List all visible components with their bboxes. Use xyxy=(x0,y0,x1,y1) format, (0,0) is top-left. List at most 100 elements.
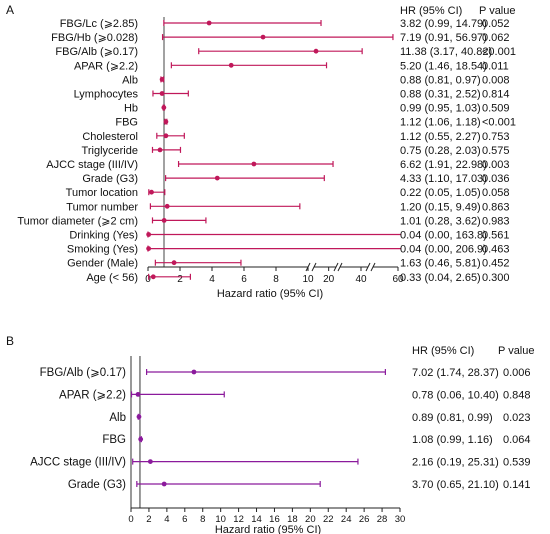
x-axis-label: Hazard ratio (95% CI) xyxy=(215,524,321,534)
x-tick-label: 2 xyxy=(146,514,151,525)
row-label: Triglyceride xyxy=(82,145,138,157)
hr-point xyxy=(146,232,152,237)
row-label: APAR (⩾2.2) xyxy=(59,389,126,401)
hr-point xyxy=(214,175,220,181)
x-tick-label: 20 xyxy=(323,274,335,285)
p-value: 0.062 xyxy=(482,32,510,44)
hr-point xyxy=(135,392,141,397)
p-value: <0.001 xyxy=(482,117,516,129)
x-tick-label: 20 xyxy=(305,514,316,525)
row-label: AJCC stage (III/IV) xyxy=(46,159,138,171)
row-label: Smoking (Yes) xyxy=(67,244,138,256)
hr-point xyxy=(164,203,170,209)
hr-point xyxy=(228,62,234,68)
p-value: 0.023 xyxy=(503,412,531,424)
axis-break-mark xyxy=(311,262,317,272)
row-label: Tumor number xyxy=(66,201,138,213)
hr-ci-value: 1.08 (0.99, 1.16) xyxy=(412,434,493,446)
x-tick-label: 16 xyxy=(269,514,280,525)
hr-point xyxy=(313,48,319,54)
x-tick-label: 26 xyxy=(359,514,370,525)
hr-point xyxy=(260,34,266,40)
x-tick-label: 14 xyxy=(251,514,262,525)
hr-ci-value: 0.75 (0.28, 2.03) xyxy=(400,145,481,157)
row-label: Alb xyxy=(122,74,138,86)
hr-point xyxy=(146,246,152,252)
x-tick-label: 8 xyxy=(273,274,279,285)
hr-ci-value: 0.04 (0.00, 163.8) xyxy=(400,230,487,242)
hr-ci-value: 1.01 (0.28, 3.62) xyxy=(400,215,481,227)
p-value: 0.052 xyxy=(482,18,510,30)
hr-point xyxy=(136,414,142,420)
axis-break-mark xyxy=(333,262,339,272)
p-value: 0.011 xyxy=(482,60,509,72)
x-tick-label: 60 xyxy=(392,274,404,285)
row-label: Lymphocytes xyxy=(74,89,139,101)
row-label: FBG/Alb (⩾0.17) xyxy=(40,367,126,379)
hr-point xyxy=(159,91,165,96)
hr-ci-value: 11.38 (3.17, 40.82) xyxy=(400,46,492,58)
axis-break-mark xyxy=(370,262,376,272)
row-label: Cholesterol xyxy=(82,131,138,143)
hr-point xyxy=(147,459,153,464)
hr-point xyxy=(206,20,212,26)
p-value: <0.001 xyxy=(482,46,516,58)
hr-ci-value: 6.62 (1.91, 22.98) xyxy=(400,159,487,171)
p-column-header: P value xyxy=(498,345,535,357)
p-value: 0.064 xyxy=(503,434,531,446)
hr-point xyxy=(161,481,167,487)
p-value: 0.753 xyxy=(482,131,510,143)
row-label: Grade (G3) xyxy=(68,479,126,491)
hr-ci-value: 0.04 (0.00, 206.9) xyxy=(400,244,487,256)
hr-column-header: HR (95% CI) xyxy=(412,345,474,357)
x-tick-label: 0 xyxy=(128,514,133,525)
hr-point xyxy=(171,260,177,266)
p-value: 0.814 xyxy=(482,89,510,101)
axis-break-mark xyxy=(337,262,343,272)
row-label: APAR (⩾2.2) xyxy=(74,60,138,72)
x-tick-label: 24 xyxy=(341,514,352,525)
hr-point xyxy=(157,147,163,153)
p-value: 0.863 xyxy=(482,201,510,213)
hr-ci-value: 0.89 (0.81, 0.99) xyxy=(412,412,493,424)
p-value: 0.463 xyxy=(482,244,510,256)
x-axis-label: Hazard ratio (95% CI) xyxy=(217,288,323,300)
p-value: 0.452 xyxy=(482,258,510,270)
row-label: AJCC stage (III/IV) xyxy=(30,457,126,469)
hr-ci-value: 7.02 (1.74, 28.37) xyxy=(412,367,499,379)
row-label: Gender (Male) xyxy=(67,258,138,270)
hr-point xyxy=(163,119,169,125)
p-column-header: P value xyxy=(479,5,516,17)
p-value: 0.036 xyxy=(482,173,510,185)
hr-ci-value: 1.20 (0.15, 9.49) xyxy=(400,201,481,213)
hr-ci-value: 0.88 (0.81, 0.97) xyxy=(400,74,481,86)
row-label: Drinking (Yes) xyxy=(69,230,138,242)
hr-ci-value: 0.88 (0.31, 2.52) xyxy=(400,89,481,101)
p-value: 0.006 xyxy=(503,367,531,379)
hr-ci-value: 1.63 (0.46, 5.81) xyxy=(400,258,481,270)
p-value: 0.848 xyxy=(503,389,531,401)
p-value: 0.003 xyxy=(482,159,510,171)
x-tick-label: 30 xyxy=(395,514,406,525)
x-tick-label: 18 xyxy=(287,514,298,525)
p-value: 0.575 xyxy=(482,145,510,157)
hr-ci-value: 1.12 (1.06, 1.18) xyxy=(400,117,481,129)
row-label: Hb xyxy=(124,103,138,115)
row-label: Alb xyxy=(109,412,126,424)
panel-label: A xyxy=(6,3,14,17)
p-value: 0.539 xyxy=(503,457,531,469)
hr-ci-value: 0.99 (0.95, 1.03) xyxy=(400,103,481,115)
row-label: Grade (G3) xyxy=(82,173,138,185)
hr-ci-value: 1.12 (0.55, 2.27) xyxy=(400,131,481,143)
hr-point xyxy=(161,105,167,110)
hr-point xyxy=(138,436,144,442)
p-value: 0.141 xyxy=(503,479,531,491)
x-tick-label: 10 xyxy=(302,274,314,285)
row-label: Tumor location xyxy=(66,187,138,199)
hr-ci-value: 0.33 (0.04, 2.65) xyxy=(400,272,481,284)
p-value: 0.983 xyxy=(482,215,510,227)
hr-ci-value: 3.82 (0.99, 14.79) xyxy=(400,18,487,30)
hr-column-header: HR (95% CI) xyxy=(400,5,462,17)
x-tick-label: 8 xyxy=(200,514,205,525)
